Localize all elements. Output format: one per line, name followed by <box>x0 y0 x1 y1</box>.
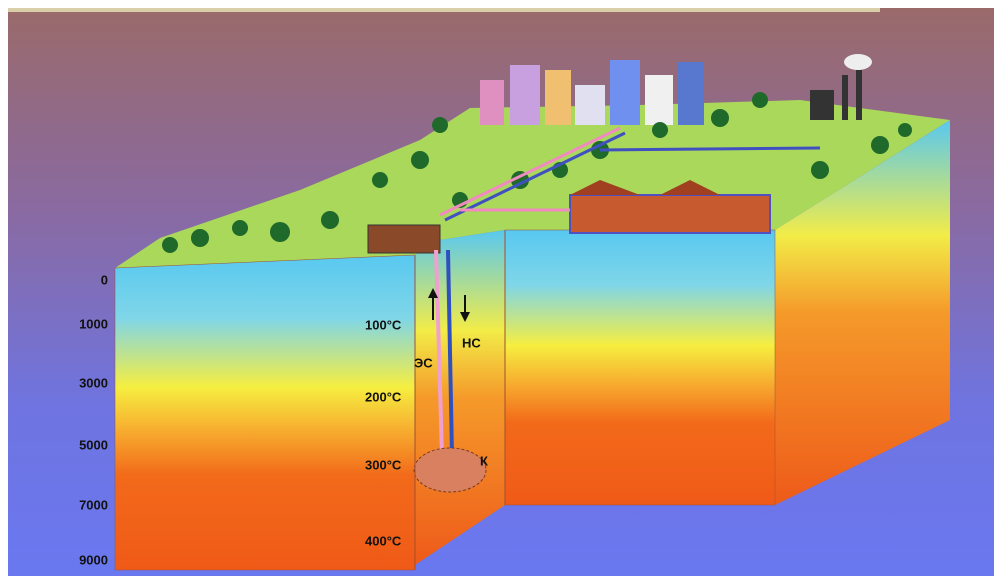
factory <box>569 180 771 234</box>
temperature-label: 400°C <box>365 533 402 548</box>
well-label: НС <box>462 335 481 350</box>
temperature-label: 200°C <box>365 389 402 404</box>
temperature-label: 300°C <box>365 457 402 472</box>
depth-label: 7000 <box>79 497 108 512</box>
block-front-left <box>114 254 416 571</box>
city <box>480 54 872 125</box>
power-station <box>367 224 441 254</box>
depth-label: 5000 <box>79 437 108 452</box>
temperature-label: 100°C <box>365 317 402 332</box>
depth-label: 0 <box>101 272 108 287</box>
block-side <box>775 120 950 505</box>
well-label: К <box>480 453 488 468</box>
block-front-right <box>504 229 776 506</box>
pipelines <box>439 126 821 222</box>
depth-label: 1000 <box>79 316 108 331</box>
well <box>413 249 487 493</box>
well-label: ЭС <box>414 355 433 370</box>
depth-label: 9000 <box>79 552 108 567</box>
depth-label: 3000 <box>79 375 108 390</box>
